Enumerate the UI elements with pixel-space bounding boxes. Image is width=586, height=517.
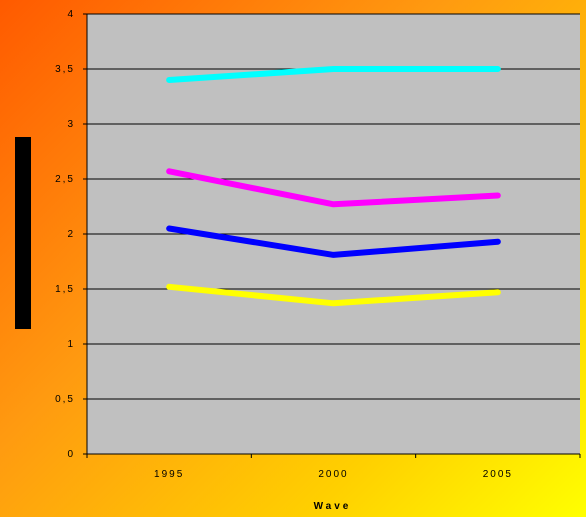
y-tick-label: 3 <box>67 119 75 130</box>
y-tick-label: 3,5 <box>55 64 75 75</box>
series-line-2 <box>166 168 501 208</box>
x-axis-title: Wave <box>314 501 352 512</box>
axes <box>83 13 581 458</box>
y-tick-label: 1 <box>67 339 75 350</box>
series-lines <box>166 66 501 307</box>
y-tick-label: 1,5 <box>55 284 75 295</box>
y-tick-label: 0,5 <box>55 394 75 405</box>
y-tick-label: 4 <box>67 9 75 20</box>
series-line-1 <box>166 66 501 83</box>
series-line-4 <box>166 283 501 307</box>
y-axis-label-redacted <box>15 137 31 329</box>
y-tick-labels: 0 0,5 1 1,5 2 2,5 3 3,5 4 <box>55 9 75 460</box>
series-line-3 <box>166 225 501 258</box>
y-tick-label: 2,5 <box>55 174 75 185</box>
x-tick-label: 2000 <box>318 469 348 480</box>
x-tick-label: 2005 <box>483 469 513 480</box>
y-tick-label: 0 <box>67 449 75 460</box>
x-tick-label: 1995 <box>154 469 184 480</box>
y-tick-label: 2 <box>67 229 75 240</box>
x-tick-labels: 1995 2000 2005 <box>154 469 513 480</box>
